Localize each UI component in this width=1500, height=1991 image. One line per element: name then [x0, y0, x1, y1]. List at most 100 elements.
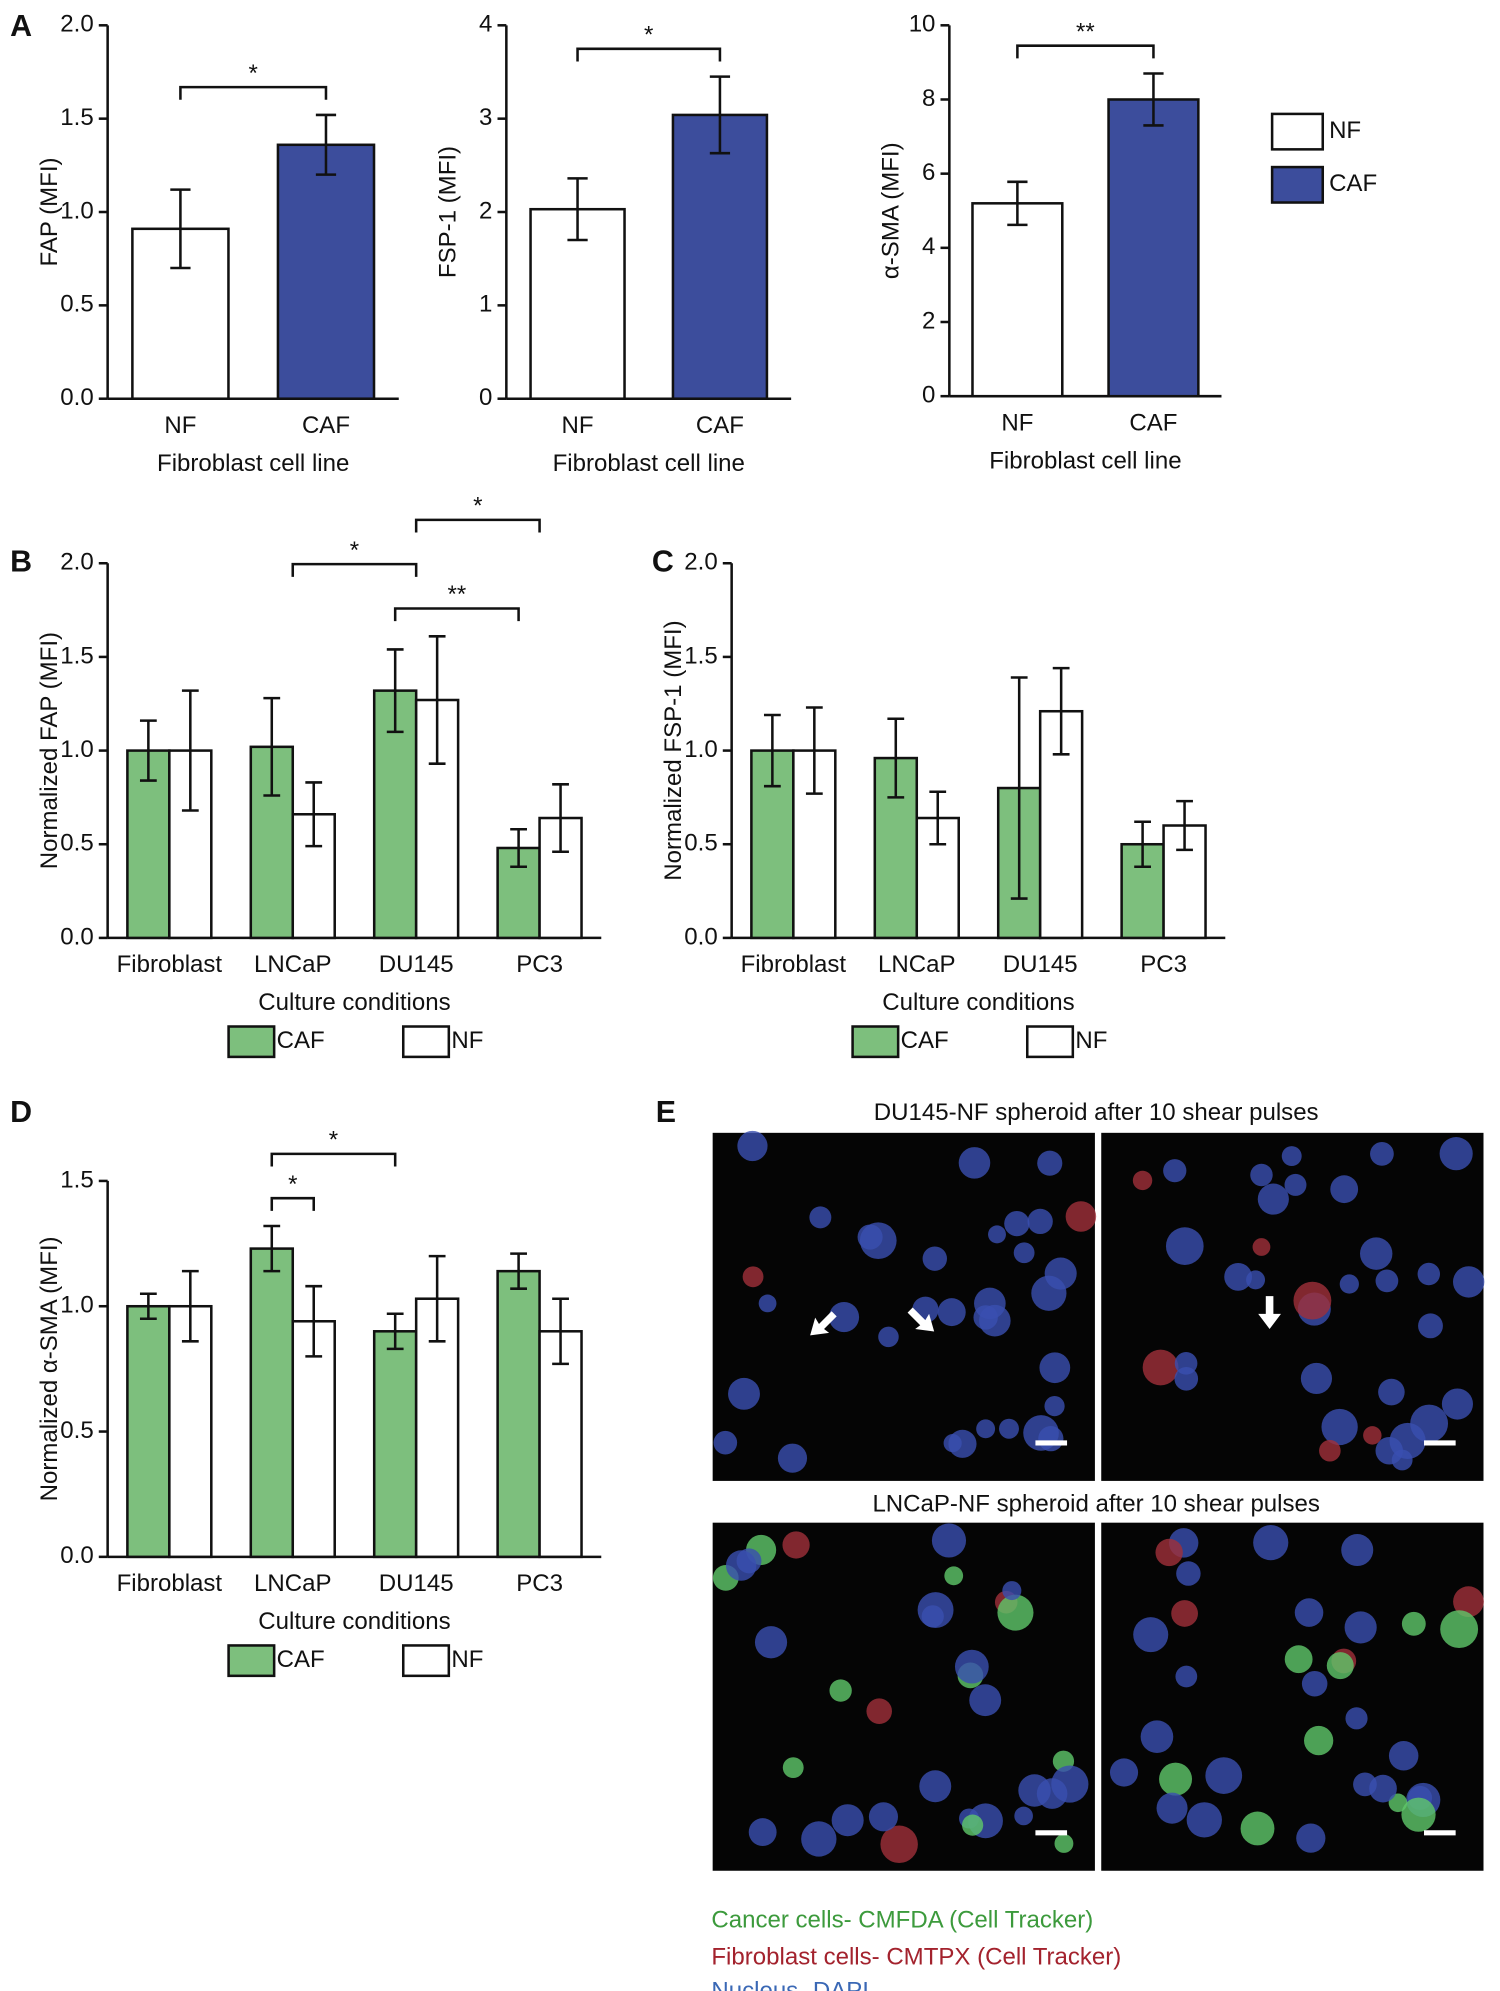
cell [868, 1802, 899, 1832]
error-bar [181, 689, 199, 812]
cell [1257, 1183, 1289, 1215]
cell [976, 1419, 996, 1439]
x-tick-label: NF [1001, 409, 1033, 436]
legend-swatch [401, 1025, 451, 1059]
image-title: LNCaP-NF spheroid after 10 shear pulses [872, 1490, 1319, 1517]
y-tick-label: 0.5 [684, 830, 717, 857]
cell [1369, 1774, 1397, 1803]
error-bar [139, 1292, 157, 1321]
x-tick-label: PC3 [1140, 951, 1187, 978]
y-tick-label: 0.5 [60, 291, 93, 318]
cell [974, 1287, 1006, 1320]
cell [1109, 1758, 1139, 1787]
cell [1330, 1175, 1359, 1204]
x-axis-label: Fibroblast cell line [989, 447, 1181, 474]
cell [1378, 1378, 1405, 1406]
cell [1401, 1797, 1436, 1832]
x-tick-label: CAF [302, 412, 350, 439]
error-bar [386, 1312, 404, 1351]
cell [829, 1679, 852, 1702]
y-tick-label: 2.0 [60, 11, 93, 38]
legend-swatch [401, 1644, 451, 1678]
error-bar [428, 635, 446, 765]
bar [496, 1269, 541, 1559]
x-tick-label: CAF [1129, 409, 1177, 436]
cell [944, 1566, 964, 1586]
cell [1418, 1313, 1443, 1339]
y-tick-label: 2.0 [60, 549, 93, 576]
cell [1004, 1210, 1030, 1237]
legend-label: CAF [277, 1027, 325, 1054]
cell [754, 1626, 788, 1659]
cell [1344, 1611, 1377, 1644]
cell [1326, 1652, 1354, 1680]
cell [1389, 1422, 1426, 1460]
cell [1171, 1600, 1198, 1627]
y-tick-label: 2 [479, 197, 492, 224]
legend-label: NF [1329, 117, 1361, 144]
cell [1321, 1408, 1358, 1446]
y-axis-label: Normalized FSP-1 (MFI) [660, 620, 687, 880]
cell [1175, 1665, 1198, 1688]
bar [538, 816, 583, 940]
x-axis-label: Fibroblast cell line [553, 450, 745, 477]
bar [168, 1304, 213, 1559]
cell [1051, 1765, 1089, 1803]
cell [969, 1684, 1002, 1717]
cell [1370, 1142, 1394, 1166]
y-tick-label: 6 [922, 159, 935, 186]
y-tick-label: 0 [479, 384, 492, 411]
error-bar [1052, 666, 1070, 756]
cell [728, 1377, 760, 1410]
cell [919, 1770, 952, 1803]
error-bar [263, 696, 281, 797]
error-bar [139, 719, 157, 782]
legend-label: CAF [901, 1027, 949, 1054]
legend-text: Nucleus- DAPI [711, 1978, 869, 1991]
cell [937, 1298, 966, 1327]
cell [1253, 1525, 1289, 1561]
cell [1452, 1266, 1485, 1298]
cell [1441, 1388, 1473, 1420]
micrographs [712, 1130, 1485, 1871]
legend-label: NF [451, 1646, 483, 1673]
significance-label: * [249, 60, 258, 87]
cell [1319, 1439, 1341, 1462]
error-bar [1134, 820, 1151, 868]
cell [1014, 1806, 1033, 1826]
significance-bracket [414, 518, 541, 533]
cell [1360, 1237, 1393, 1270]
cell [1281, 1146, 1302, 1167]
cell [1363, 1426, 1382, 1445]
significance-label: * [329, 1127, 338, 1154]
cell [1453, 1586, 1484, 1618]
cell [962, 1814, 984, 1836]
error-bar [181, 1269, 199, 1343]
cell [1341, 1534, 1374, 1567]
x-axis-label: Culture conditions [258, 1608, 450, 1635]
cell [943, 1434, 962, 1453]
y-tick-label: 4 [479, 11, 492, 38]
cell [1132, 1170, 1153, 1191]
y-axis-label: α-SMA (MFI) [878, 142, 905, 279]
bar [126, 1304, 171, 1559]
legend-swatch [1270, 165, 1325, 204]
cell [1300, 1362, 1333, 1395]
cell [777, 1443, 808, 1473]
cell [1133, 1617, 1169, 1653]
y-tick-label: 8 [922, 85, 935, 112]
cell [1224, 1262, 1253, 1291]
y-tick-label: 0.5 [60, 830, 93, 857]
cell [1054, 1834, 1074, 1853]
significance-bracket [270, 1152, 397, 1167]
bar [1107, 98, 1200, 398]
x-tick-label: NF [562, 412, 594, 439]
legend-swatch [227, 1644, 276, 1678]
x-tick-label: PC3 [516, 1570, 563, 1597]
bar [971, 202, 1064, 398]
y-tick-label: 4 [922, 233, 935, 260]
bar [538, 1330, 583, 1559]
significance-label: * [288, 1171, 297, 1198]
cell [1388, 1793, 1408, 1813]
significance-label: ** [448, 581, 467, 608]
